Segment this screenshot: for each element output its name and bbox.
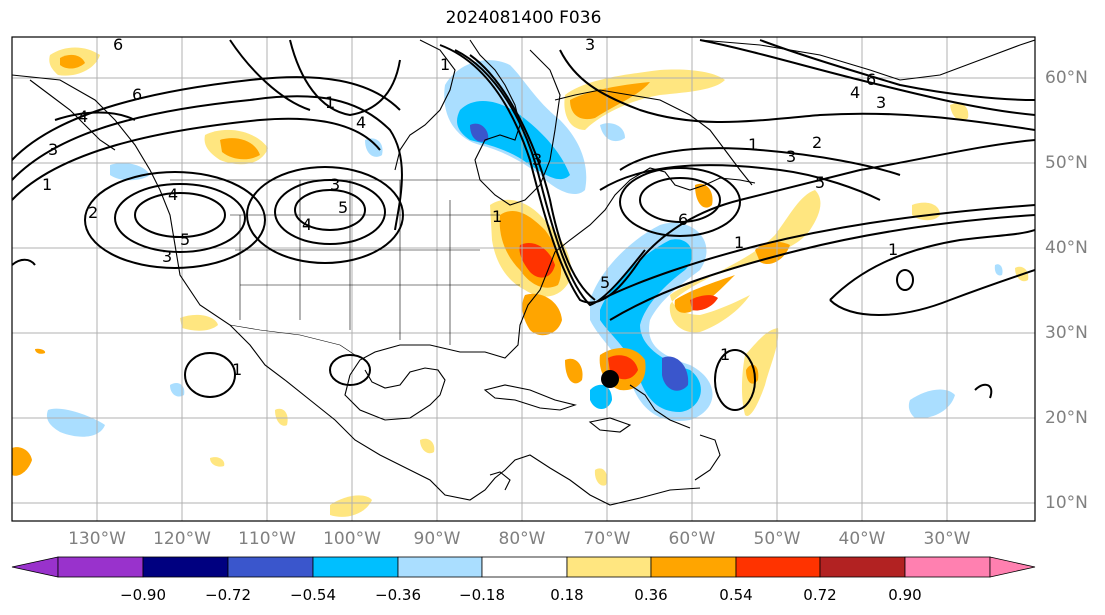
lon-label: 120°W [153, 529, 211, 549]
contour-label: 1 [42, 175, 52, 194]
colorbar-segment [397, 556, 483, 578]
contour-label: 1 [440, 55, 450, 74]
contour-labels: 6 6 4 3 2 1 4 5 3 4 5 3 1 3 1 4 1 3 5 6 … [42, 35, 898, 379]
contour-lines [12, 39, 1035, 411]
contour-label: 3 [585, 35, 595, 54]
colorbar-segment [57, 556, 144, 578]
colorbar-tick-label: 0.72 [803, 586, 837, 604]
contour-label: 1 [720, 345, 730, 364]
storm-center-marker [601, 370, 619, 388]
lon-label: 40°W [838, 529, 886, 549]
contour-label: 5 [600, 273, 610, 292]
contour-label: 6 [132, 85, 142, 104]
colorbar-segment [481, 556, 568, 578]
contour-label: 3 [162, 247, 172, 266]
colorbar-segment [227, 556, 314, 578]
colorbar-segment [566, 556, 652, 578]
colorbar [11, 556, 1036, 578]
contour-label: 4 [302, 215, 312, 234]
contour-label: 3 [876, 93, 886, 112]
colorbar-segment [904, 556, 991, 578]
colorbar-tick-label: −0.36 [375, 586, 421, 604]
contour-label: 1 [734, 233, 744, 252]
contour-label: 4 [850, 83, 860, 102]
contour-label: 1 [325, 93, 335, 112]
colorbar-tick-label: 0.36 [634, 586, 668, 604]
colorbar-extend-low [11, 556, 59, 578]
figure-title: 2024081400 F036 [445, 8, 602, 28]
lon-label: 30°W [923, 529, 971, 549]
contour-label: 3 [48, 140, 58, 159]
colorbar-segment [735, 556, 821, 578]
contour-label: 6 [678, 210, 688, 229]
lon-label: 110°W [238, 529, 296, 549]
contour-label: 3 [330, 175, 340, 194]
lat-label: 50°N [1045, 153, 1088, 173]
lon-label: 130°W [68, 529, 126, 549]
colorbar-extend-high [989, 556, 1036, 578]
colorbar-segment [819, 556, 906, 578]
coastlines [12, 39, 1035, 506]
contour-label: 1 [232, 360, 242, 379]
lon-label: 100°W [323, 529, 381, 549]
contour-label: 1 [748, 135, 758, 154]
lon-label: 80°W [498, 529, 546, 549]
lon-label: 70°W [583, 529, 631, 549]
lat-label: 40°N [1045, 238, 1088, 258]
lat-label: 10°N [1045, 493, 1088, 513]
colorbar-segment [650, 556, 737, 578]
contour-label: 4 [78, 107, 88, 126]
contour-label: 1 [492, 207, 502, 226]
contour-label: 1 [888, 240, 898, 259]
contour-label: 3 [786, 147, 796, 166]
contour-label: 4 [356, 113, 366, 132]
lon-label: 90°W [413, 529, 461, 549]
colorbar-tick-label: −0.18 [459, 586, 505, 604]
colorbar-segment [142, 556, 229, 578]
lon-label: 50°W [753, 529, 801, 549]
lat-label: 60°N [1045, 68, 1088, 88]
contour-label: 5 [815, 173, 825, 192]
contour-label: 4 [168, 185, 178, 204]
contour-label: 6 [113, 35, 123, 54]
colorbar-tick-label: 0.18 [550, 586, 584, 604]
contour-label: 2 [88, 203, 98, 222]
colorbar-tick-label: −0.72 [205, 586, 251, 604]
contour-label: 3 [532, 150, 542, 169]
graticule [12, 37, 1035, 521]
plot-frame [11, 36, 1036, 522]
lon-label: 60°W [668, 529, 716, 549]
colorbar-tick-label: 0.54 [719, 586, 753, 604]
colorbar-tick-label: −0.54 [290, 586, 336, 604]
lat-label: 30°N [1045, 323, 1088, 343]
colorbar-segment [312, 556, 399, 578]
contour-label: 6 [866, 70, 876, 89]
positive-anomaly-shading [12, 47, 1029, 517]
colorbar-tick-label: −0.90 [120, 586, 166, 604]
contour-label: 2 [812, 133, 822, 152]
colorbar-tick-label: 0.90 [888, 586, 922, 604]
contour-label: 5 [338, 198, 348, 217]
lat-label: 20°N [1045, 408, 1088, 428]
contour-label: 5 [180, 230, 190, 249]
